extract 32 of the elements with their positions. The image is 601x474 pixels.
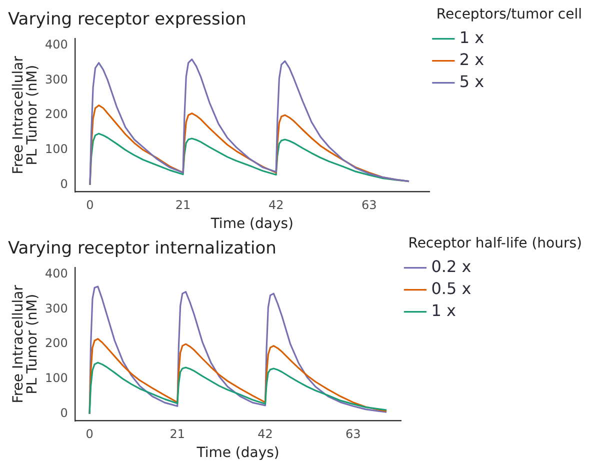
- y-tick-label: 100: [45, 371, 68, 386]
- y-tick-label: 0: [60, 176, 68, 191]
- y-tick-label: 0: [60, 406, 68, 420]
- legend-label: 2 x: [459, 50, 484, 69]
- y-axis-title: Free Intracellular PL Tumor (nM): [10, 284, 41, 404]
- x-axis-title: Time (days): [196, 445, 280, 462]
- y-tick-label: 100: [45, 142, 68, 156]
- x-tick-label: 21: [175, 198, 191, 212]
- y-tick-label: 300: [45, 72, 68, 86]
- chart-title: Varying receptor internalization: [8, 238, 276, 259]
- x-axis-title: Time (days): [210, 216, 294, 232]
- legend-label: 1 x: [431, 300, 456, 320]
- legend-label: 0.2 x: [431, 256, 472, 276]
- y-tick-label: 200: [45, 336, 68, 350]
- x-tick-label: 0: [86, 198, 94, 212]
- y-tick-label: 200: [45, 107, 68, 122]
- legend-label: 5 x: [459, 72, 484, 91]
- x-tick-label: 42: [268, 198, 284, 212]
- legend-label: 0.5 x: [431, 278, 472, 298]
- x-tick-label: 63: [362, 198, 377, 212]
- legend-title: Receptors/tumor cell: [436, 6, 582, 23]
- x-tick-label: 0: [86, 427, 94, 442]
- legend-title: Receptor half-life (hours): [408, 236, 582, 252]
- y-tick-label: 400: [45, 266, 68, 280]
- chart-title: Varying receptor expression: [8, 10, 246, 30]
- y-axis-title: Free Intracellular PL Tumor (nM): [10, 56, 41, 174]
- y-tick-label: 400: [45, 38, 68, 52]
- y-tick-label: 300: [45, 301, 68, 316]
- x-tick-label: 63: [345, 427, 361, 442]
- x-tick-label: 42: [258, 427, 273, 442]
- legend-label: 1 x: [459, 28, 484, 47]
- x-tick-label: 21: [170, 427, 186, 442]
